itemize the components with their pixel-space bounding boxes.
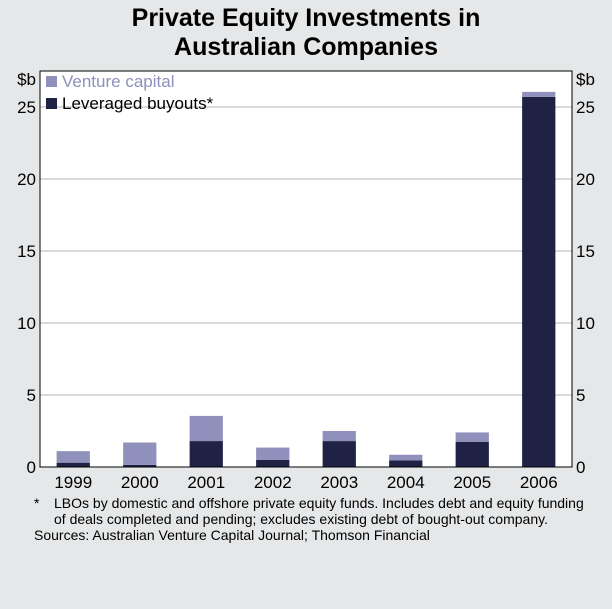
bar-segment <box>56 451 90 463</box>
legend-label: Leveraged buyouts* <box>62 94 214 113</box>
y-tick-label-right: 10 <box>576 314 595 333</box>
y-tick-label-right: 15 <box>576 242 595 261</box>
chart-notes: * LBOs by domestic and offshore private … <box>34 495 594 544</box>
y-unit-label-right: $b <box>576 70 595 89</box>
bar-chart: 0 0 5 5 10 10 15 15 20 20 25 25 $b $b 1999 2000 2001 2002… <box>17 70 595 492</box>
bar-segment <box>189 415 223 442</box>
x-tick-label: 2006 <box>520 473 558 492</box>
bar-segment <box>322 431 356 442</box>
chart-title-line-2: Australian Companies <box>174 33 438 61</box>
x-tick-label: 2005 <box>453 473 491 492</box>
y-tick-label-right: 5 <box>576 386 585 405</box>
bar-segment <box>389 460 423 467</box>
y-tick-label-left: 10 <box>17 314 36 333</box>
x-tick-label: 1999 <box>54 473 92 492</box>
x-tick-label: 2000 <box>121 473 159 492</box>
bar-segment <box>256 447 290 460</box>
chart-title-line-1: Private Equity Investments in <box>131 4 481 32</box>
legend-swatch <box>46 98 57 109</box>
legend-label: Venture capital <box>62 72 174 91</box>
sources-text: Sources: Australian Venture Capital Jour… <box>34 527 430 543</box>
bar-segment <box>455 432 489 442</box>
y-tick-label-left: 0 <box>27 458 36 477</box>
footnote-text: LBOs by domestic and offshore private eq… <box>54 495 584 527</box>
bar-segment <box>56 462 90 467</box>
footnote: * LBOs by domestic and offshore private … <box>34 495 594 527</box>
y-tick-label-left: 25 <box>17 98 36 117</box>
y-tick-label-right: 0 <box>576 458 585 477</box>
x-tick-label: 2002 <box>254 473 292 492</box>
bar-segment <box>389 454 423 461</box>
plot-area <box>40 71 572 467</box>
bar-segment <box>322 441 356 467</box>
bar-segment <box>522 91 556 97</box>
plot-frame <box>39 70 573 468</box>
bar-segment <box>256 459 290 467</box>
x-tick-label: 2001 <box>187 473 225 492</box>
bar-segment <box>123 442 157 465</box>
y-unit-label-left: $b <box>17 70 36 89</box>
y-tick-label-right: 25 <box>576 98 595 117</box>
footnote-mark: * <box>34 495 40 511</box>
bar-segment <box>189 441 223 467</box>
bar-segment <box>455 441 489 467</box>
bar-segment <box>522 96 556 468</box>
y-tick-label-left: 15 <box>17 242 36 261</box>
y-tick-label-left: 20 <box>17 170 36 189</box>
y-tick-label-left: 5 <box>27 386 36 405</box>
y-tick-label-right: 20 <box>576 170 595 189</box>
x-tick-label: 2003 <box>320 473 358 492</box>
chart-title: Private Equity Investments in Australian… <box>0 4 612 62</box>
x-tick-label: 2004 <box>387 473 425 492</box>
legend-swatch <box>46 76 57 87</box>
bar-segment <box>123 464 157 467</box>
